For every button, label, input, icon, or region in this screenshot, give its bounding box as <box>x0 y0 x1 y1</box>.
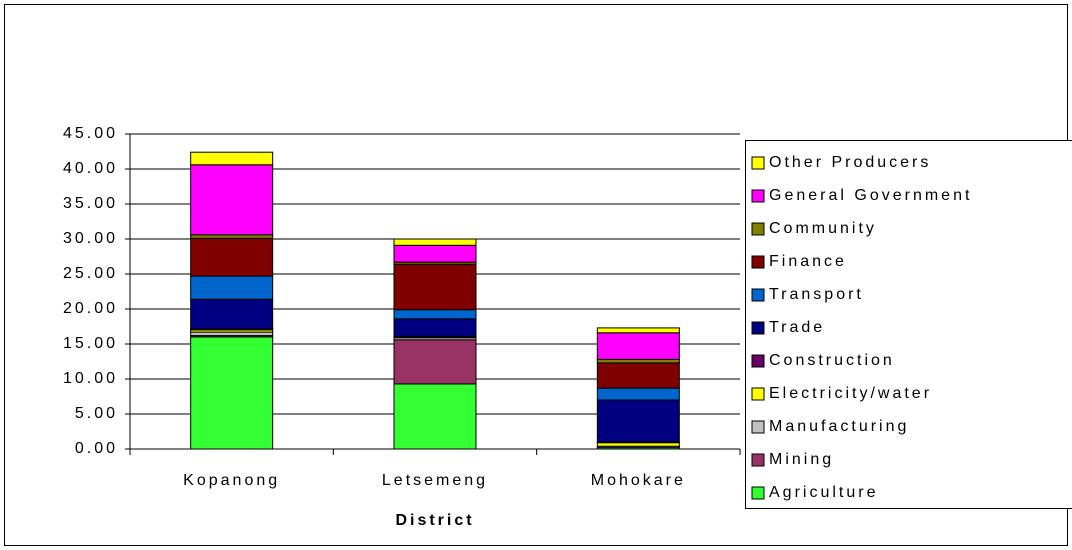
bar-segment <box>190 336 274 450</box>
bar-segment <box>596 358 680 364</box>
y-tick-label: 0.00 <box>75 440 118 457</box>
legend-box <box>745 140 1072 509</box>
y-tick-label: 40.00 <box>63 160 118 177</box>
bar-segment <box>190 234 274 239</box>
bar-segment <box>190 275 274 300</box>
bar-segment <box>596 327 680 334</box>
y-tick-label: 20.00 <box>63 300 118 317</box>
legend-swatch <box>751 255 765 269</box>
legend-label: Other Producers <box>769 154 931 171</box>
legend-swatch <box>751 288 765 302</box>
legend-label: Transport <box>769 286 864 303</box>
legend-swatch <box>751 453 765 467</box>
x-tick-label: Mohokare <box>591 472 686 489</box>
bar-segment <box>190 298 274 330</box>
legend-swatch <box>751 156 765 170</box>
bar-segment <box>393 263 477 311</box>
y-tick-label: 45.00 <box>63 125 118 142</box>
y-tick-label: 15.00 <box>63 335 118 352</box>
bar-segment <box>596 332 680 360</box>
legend-swatch <box>751 387 765 401</box>
x-tick-label: Letsemeng <box>382 472 488 489</box>
legend-label: Trade <box>769 319 825 336</box>
y-tick-label: 10.00 <box>63 370 118 387</box>
legend-label: Agriculture <box>769 484 878 501</box>
bar-segment <box>190 164 274 236</box>
legend-swatch <box>751 420 765 434</box>
legend-swatch <box>751 222 765 236</box>
legend-swatch <box>751 486 765 500</box>
x-axis-label: District <box>395 512 474 529</box>
legend-label: General Government <box>769 187 972 204</box>
y-tick-label: 35.00 <box>63 195 118 212</box>
bar-segment <box>190 331 274 337</box>
legend-label: Manufacturing <box>769 418 909 435</box>
bar-segment <box>596 362 680 389</box>
bar-segment <box>596 387 680 401</box>
y-tick-label: 5.00 <box>75 405 118 422</box>
legend-swatch <box>751 354 765 368</box>
legend-label: Finance <box>769 253 847 270</box>
legend-label: Electricity/water <box>769 385 932 402</box>
bar-segment <box>393 383 477 450</box>
legend-swatch <box>751 321 765 335</box>
bar-segment <box>393 339 477 385</box>
y-tick-label: 30.00 <box>63 230 118 247</box>
bar-segment <box>190 151 274 166</box>
x-tick-label: Kopanong <box>183 472 280 489</box>
y-tick-label: 25.00 <box>63 265 118 282</box>
legend-label: Construction <box>769 352 895 369</box>
bar-segment <box>596 442 680 447</box>
bar-segment <box>393 238 477 246</box>
legend-swatch <box>751 189 765 203</box>
bar-segment <box>596 399 680 443</box>
bar-segment <box>393 318 477 337</box>
bar-segment <box>190 237 274 277</box>
bar-segment <box>393 244 477 263</box>
legend-label: Mining <box>769 451 834 468</box>
legend-label: Community <box>769 220 877 237</box>
bar-segment <box>393 309 477 320</box>
